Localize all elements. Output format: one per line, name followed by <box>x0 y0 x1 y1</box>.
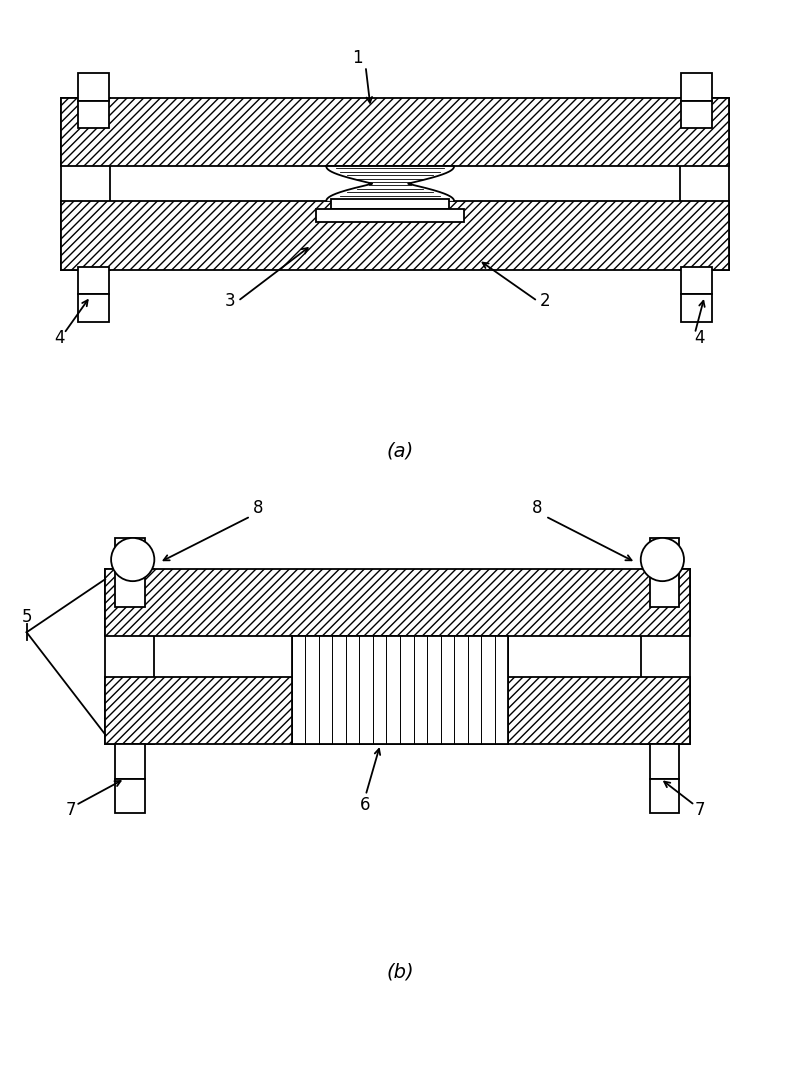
Text: 7: 7 <box>694 801 705 819</box>
Text: 4: 4 <box>54 330 64 348</box>
Bar <box>106 678 690 745</box>
Bar <box>680 98 729 270</box>
Bar <box>61 98 729 166</box>
Bar <box>78 267 109 294</box>
Circle shape <box>111 538 154 582</box>
Bar <box>115 572 145 607</box>
Bar <box>681 74 713 100</box>
Bar <box>106 570 690 636</box>
Text: 1: 1 <box>353 49 363 67</box>
Text: 7: 7 <box>66 801 76 819</box>
Bar <box>650 745 679 779</box>
Bar <box>292 636 508 745</box>
Text: (a): (a) <box>386 442 414 461</box>
Text: 5: 5 <box>22 607 32 625</box>
Bar <box>641 570 690 745</box>
Bar <box>115 745 145 779</box>
Text: 8: 8 <box>254 499 264 517</box>
Bar <box>650 572 679 607</box>
Bar <box>331 198 449 209</box>
Bar <box>115 779 145 813</box>
Bar <box>61 98 110 270</box>
Bar <box>61 201 729 270</box>
Bar <box>78 74 109 100</box>
Bar <box>681 294 713 322</box>
Bar <box>78 100 109 128</box>
Bar <box>681 267 713 294</box>
Text: 3: 3 <box>225 292 235 310</box>
Bar <box>106 570 154 745</box>
Text: (b): (b) <box>386 962 414 982</box>
Bar <box>115 538 145 572</box>
Text: 6: 6 <box>360 796 371 814</box>
Circle shape <box>641 538 684 582</box>
Bar <box>650 779 679 813</box>
Bar <box>78 294 109 322</box>
Polygon shape <box>326 166 454 201</box>
Bar <box>650 538 679 572</box>
Text: 2: 2 <box>540 292 550 310</box>
Bar <box>681 100 713 128</box>
Text: 8: 8 <box>532 499 543 517</box>
Bar <box>317 209 464 223</box>
Text: 4: 4 <box>694 330 705 348</box>
